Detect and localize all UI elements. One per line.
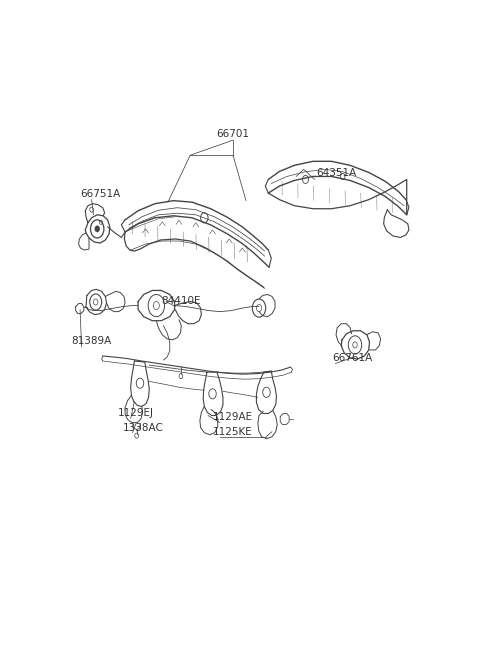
Text: 66701: 66701 <box>216 129 250 139</box>
Text: 1129EJ: 1129EJ <box>118 407 154 417</box>
Text: 66751A: 66751A <box>81 189 120 198</box>
Text: 84410E: 84410E <box>161 295 201 305</box>
Text: 1338AC: 1338AC <box>122 422 163 433</box>
Text: 81389A: 81389A <box>71 336 111 346</box>
Circle shape <box>95 226 99 232</box>
Text: 1125KE: 1125KE <box>213 426 253 437</box>
Text: 64351A: 64351A <box>316 168 356 178</box>
Text: 66761A: 66761A <box>332 352 372 363</box>
Text: 1129AE: 1129AE <box>213 411 253 422</box>
